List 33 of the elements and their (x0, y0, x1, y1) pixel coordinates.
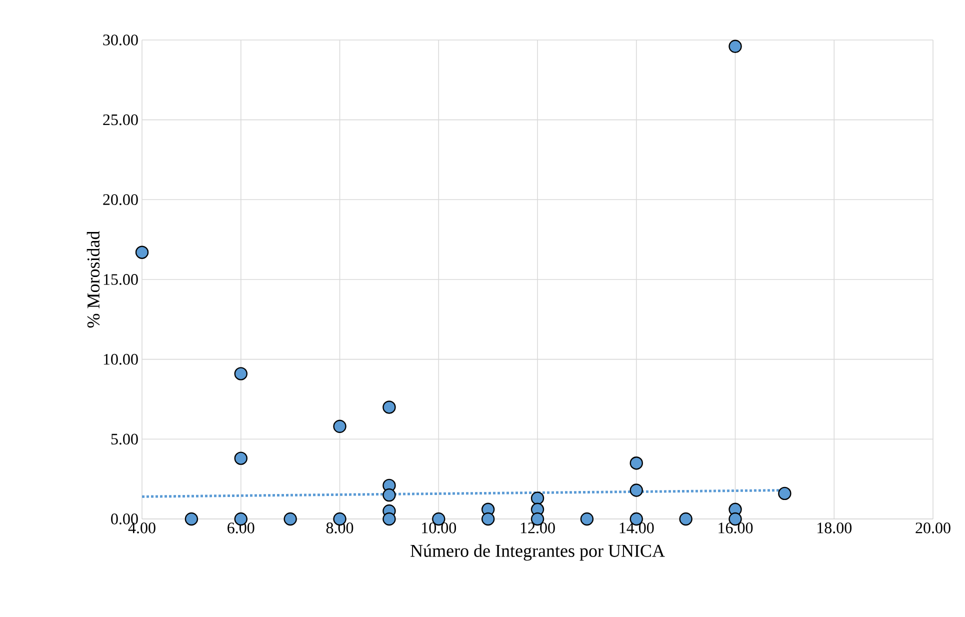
x-axis-title: Número de Integrantes por UNICA (410, 544, 665, 561)
x-tick-label: 14.00 (620, 522, 654, 534)
point (580, 512, 594, 526)
point (234, 452, 248, 465)
y-tick-label: 25.00 (103, 114, 138, 126)
x-tick-label: 20.00 (916, 522, 950, 534)
y-axis-title: % Morosidad (86, 230, 100, 328)
x-tick-label: 12.00 (520, 522, 555, 534)
y-tick-label: 20.00 (103, 194, 138, 206)
point (382, 512, 396, 526)
point (728, 40, 742, 53)
point (382, 488, 396, 502)
point (530, 492, 544, 505)
y-tick-label: 5.00 (111, 434, 138, 445)
y-tick-label: 0.00 (111, 514, 138, 524)
x-tick-label: 4.00 (128, 522, 156, 534)
x-tick-label: 16.00 (718, 522, 753, 534)
point (284, 512, 297, 526)
point (234, 367, 248, 380)
y-tick-label: 10.00 (104, 354, 138, 365)
point (630, 456, 643, 470)
point (778, 486, 792, 500)
x-tick-label: 10.00 (422, 522, 456, 534)
x-tick-label: 18.00 (818, 522, 852, 534)
point (630, 484, 643, 497)
point (333, 420, 346, 433)
point (481, 512, 495, 526)
y-tick-label: 15.00 (104, 274, 138, 285)
point (679, 512, 692, 526)
point (184, 512, 198, 526)
point (382, 400, 396, 414)
y-tick-label: 30.00 (103, 34, 138, 46)
point (135, 246, 149, 259)
